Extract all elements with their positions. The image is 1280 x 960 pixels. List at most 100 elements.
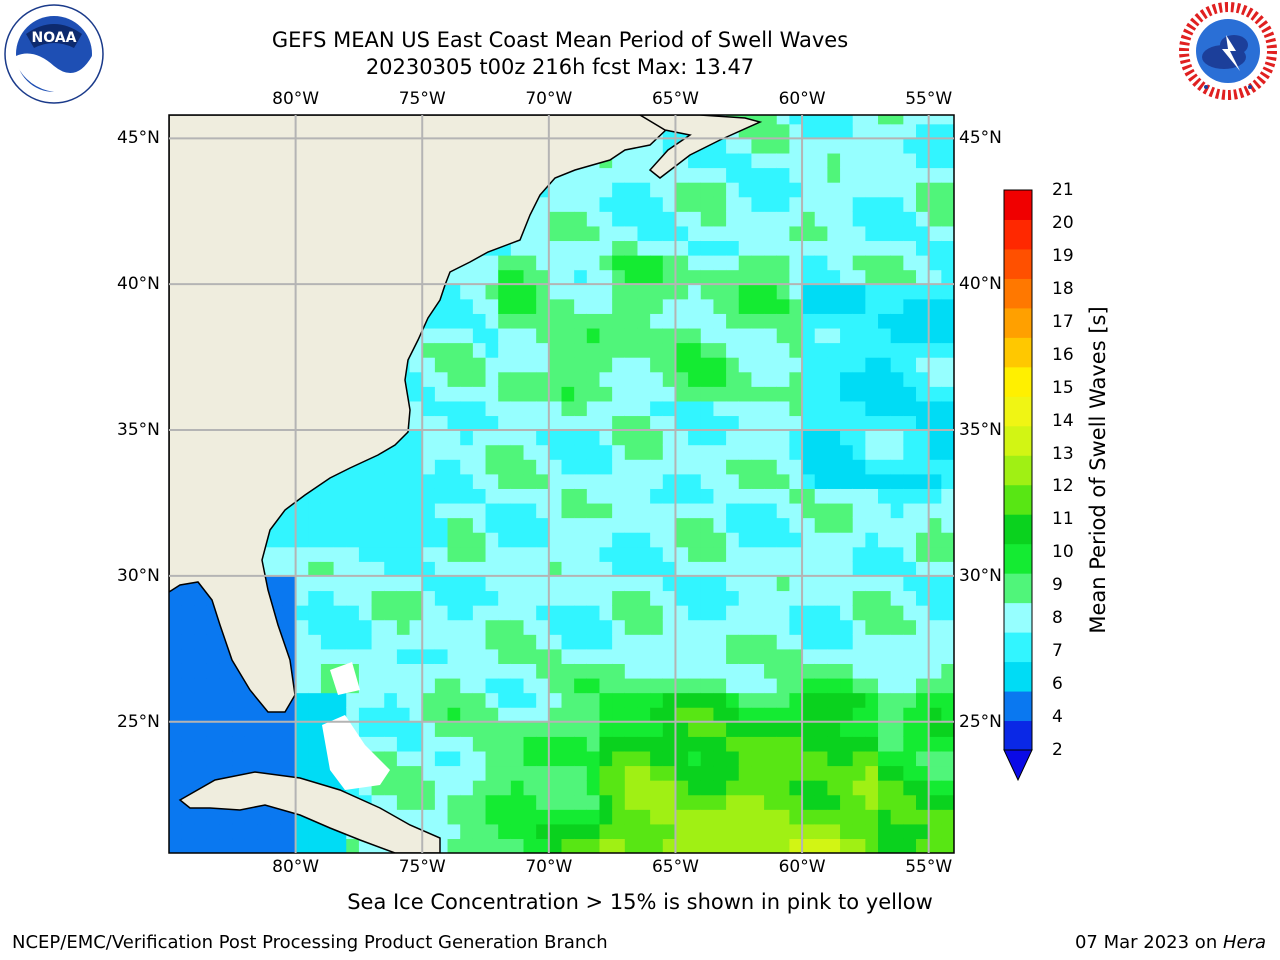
swell-cell bbox=[523, 473, 537, 489]
swell-cell bbox=[751, 619, 765, 635]
swell-cell bbox=[700, 517, 715, 533]
swell-cell bbox=[738, 838, 753, 853]
swell-cell bbox=[434, 517, 449, 533]
swell-cell bbox=[485, 765, 499, 781]
swell-cell bbox=[675, 634, 689, 650]
swell-cell bbox=[472, 473, 487, 489]
swell-cell bbox=[612, 488, 626, 504]
swell-cell bbox=[827, 386, 841, 402]
swell-cell bbox=[447, 269, 461, 285]
swell-cell bbox=[713, 211, 727, 227]
swell-cell bbox=[574, 619, 588, 635]
swell-cell bbox=[903, 225, 917, 242]
swell-cell bbox=[624, 765, 639, 781]
swell-cell bbox=[840, 473, 854, 489]
swell-cell bbox=[776, 575, 791, 592]
swell-cell bbox=[561, 430, 575, 446]
swell-cell bbox=[662, 196, 677, 212]
swell-cell bbox=[713, 677, 727, 694]
swell-cell bbox=[548, 473, 563, 489]
swell-cell bbox=[624, 619, 639, 635]
swell-cell bbox=[396, 794, 411, 810]
lon-label-top: 80°W bbox=[272, 89, 320, 109]
swell-cell bbox=[472, 284, 487, 300]
swell-cell bbox=[764, 590, 778, 606]
swell-cell bbox=[700, 561, 715, 577]
swell-cell bbox=[460, 284, 474, 300]
swell-cell bbox=[700, 823, 715, 840]
swell-cell bbox=[460, 561, 474, 577]
swell-cell bbox=[396, 677, 411, 694]
swell-cell bbox=[789, 561, 803, 577]
swell-cell bbox=[523, 809, 537, 825]
swell-cell bbox=[840, 371, 854, 387]
swell-cell bbox=[903, 619, 917, 635]
swell-cell bbox=[726, 196, 740, 212]
swell-cell bbox=[561, 313, 575, 329]
swell-cell bbox=[460, 488, 474, 504]
swell-cell bbox=[510, 298, 525, 314]
swell-cell bbox=[498, 255, 512, 271]
swell-cell bbox=[434, 809, 449, 825]
swell-cell bbox=[194, 823, 208, 840]
swell-cell bbox=[308, 677, 322, 694]
swell-cell bbox=[764, 115, 778, 125]
swell-cell bbox=[637, 677, 651, 694]
swell-cell bbox=[599, 196, 613, 212]
swell-cell bbox=[548, 255, 563, 271]
swell-cell bbox=[612, 371, 626, 387]
swell-cell bbox=[624, 823, 639, 840]
swell-cell bbox=[916, 115, 930, 125]
swell-cell bbox=[409, 780, 423, 796]
swell-cell bbox=[802, 707, 816, 723]
swell-cell bbox=[358, 707, 373, 723]
swell-cell bbox=[865, 619, 879, 635]
swell-cell bbox=[447, 400, 461, 417]
swell-cell bbox=[308, 750, 322, 767]
swell-cell bbox=[358, 634, 373, 650]
swell-cell bbox=[840, 634, 854, 650]
swell-cell bbox=[675, 182, 689, 198]
swell-cell bbox=[460, 327, 474, 344]
swell-cell bbox=[498, 502, 512, 519]
swell-cell bbox=[384, 575, 398, 592]
swell-cell bbox=[675, 561, 689, 577]
swell-cell bbox=[916, 809, 930, 825]
swell-cell bbox=[650, 357, 664, 373]
swell-cell bbox=[447, 575, 461, 592]
sea-ice-note: Sea Ice Concentration > 15% is shown in … bbox=[347, 890, 933, 914]
swell-cell bbox=[928, 663, 942, 679]
swell-cell bbox=[903, 575, 917, 592]
swell-cell bbox=[574, 269, 588, 285]
swell-cell bbox=[865, 211, 879, 227]
swell-cell bbox=[878, 415, 892, 431]
swell-cell bbox=[688, 371, 702, 387]
swell-cell bbox=[700, 313, 715, 329]
swell-cell bbox=[434, 590, 449, 606]
swell-cell bbox=[878, 765, 892, 781]
swell-cell bbox=[536, 342, 550, 358]
swell-cell bbox=[814, 736, 828, 752]
swell-cell bbox=[662, 721, 677, 737]
swell-cell bbox=[460, 838, 474, 853]
swell-cell bbox=[206, 707, 221, 723]
swell-cell bbox=[688, 736, 702, 752]
swell-cell bbox=[396, 532, 411, 548]
swell-cell bbox=[485, 677, 499, 694]
swell-cell bbox=[700, 648, 715, 664]
swell-cell bbox=[776, 313, 791, 329]
swell-cell bbox=[460, 765, 474, 781]
swell-cell bbox=[447, 838, 461, 853]
swell-cell bbox=[257, 809, 271, 825]
swell-cell bbox=[916, 459, 930, 475]
swell-cell bbox=[169, 823, 183, 840]
swell-cell bbox=[662, 473, 677, 489]
swell-cell bbox=[422, 430, 436, 446]
swell-cell bbox=[789, 532, 803, 548]
swell-cell bbox=[232, 736, 246, 752]
colorbar-tick-label: 16 bbox=[1052, 344, 1074, 365]
swell-cell bbox=[764, 546, 778, 562]
swell-cell bbox=[181, 823, 195, 840]
swell-cell bbox=[612, 386, 626, 402]
swell-cell bbox=[637, 459, 651, 475]
